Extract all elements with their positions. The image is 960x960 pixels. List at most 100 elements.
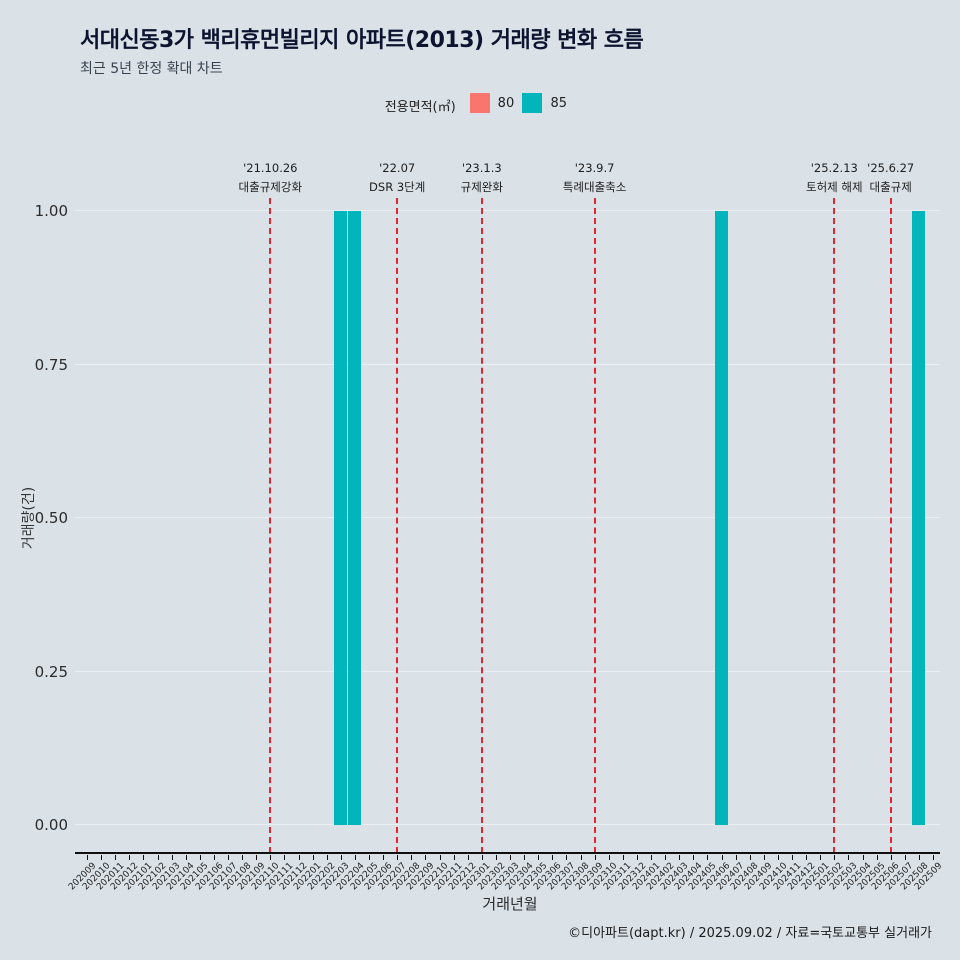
x-tick	[383, 855, 385, 860]
x-tick	[270, 855, 272, 860]
x-tick	[425, 855, 427, 860]
x-tick	[777, 855, 779, 860]
x-tick	[495, 855, 497, 860]
legend-item-label: 80	[497, 95, 515, 111]
x-tick	[369, 855, 370, 860]
legend-items: 80 85	[469, 93, 576, 117]
x-tick	[87, 855, 88, 860]
event-date: '21.10.26	[243, 161, 298, 175]
credit-text: ©디아파트(dapt.kr) / 2025.09.02 / 자료=국토교통부 실…	[568, 926, 932, 941]
event-date: '23.1.3	[461, 161, 502, 175]
event-line-202506	[889, 198, 892, 853]
legend-swatch-85	[522, 93, 543, 113]
plot-area	[75, 210, 940, 825]
x-tick	[256, 855, 258, 860]
x-tick	[538, 855, 540, 860]
x-tick	[890, 855, 892, 860]
x-tick	[242, 855, 244, 860]
event-label: DSR 3단계	[369, 180, 426, 194]
x-tick	[566, 855, 568, 860]
x-tick	[862, 855, 864, 860]
chart-title: 서대신동3가 백리휴먼빌리지 아파트(2013) 거래량 변화 흐름	[80, 28, 644, 53]
x-tick	[199, 855, 201, 860]
x-tick	[594, 855, 596, 860]
x-tick	[481, 855, 483, 860]
bar-85-202406	[715, 211, 728, 825]
x-tick	[834, 855, 836, 860]
x-tick	[340, 855, 342, 860]
event-line-202207	[396, 198, 399, 853]
event-label: 규제완화	[460, 180, 503, 194]
y-tick-label: 1.00	[34, 202, 68, 220]
x-tick	[848, 855, 850, 860]
x-tick	[411, 855, 413, 860]
event-date: '23.9.7	[574, 161, 615, 175]
x-tick	[721, 855, 723, 860]
x-tick	[665, 855, 667, 860]
event-label: 대출규제	[869, 180, 912, 194]
x-tick	[622, 855, 624, 860]
event-label: 대출규제강화	[238, 180, 303, 194]
x-tick	[115, 855, 117, 860]
x-tick	[636, 855, 638, 860]
x-tick	[693, 855, 695, 860]
x-tick	[143, 855, 145, 860]
x-tick	[580, 855, 582, 860]
x-tick	[326, 855, 328, 860]
event-date: '25.6.27	[867, 161, 915, 175]
event-date: '22.07	[379, 161, 416, 175]
x-tick	[298, 855, 300, 860]
gridline	[75, 517, 940, 518]
x-tick	[792, 855, 793, 860]
event-line-202502	[833, 198, 836, 853]
event-line-202110	[269, 198, 272, 853]
x-tick	[213, 855, 215, 860]
x-tick	[679, 855, 681, 860]
y-tick-label: 0.75	[34, 355, 68, 374]
x-axis-line	[75, 852, 940, 854]
bar-85-202508	[912, 211, 926, 825]
legend: 전용면적(㎡) 80 85	[0, 93, 960, 117]
x-tick	[876, 855, 878, 860]
x-tick	[806, 855, 808, 860]
x-tick	[312, 855, 314, 860]
event-line-202301	[480, 198, 483, 853]
x-tick	[749, 855, 751, 860]
x-tick	[157, 855, 159, 860]
event-label: 특례대출축소	[562, 180, 627, 194]
x-tick	[284, 855, 286, 860]
x-tick	[820, 855, 822, 860]
bar-85-202204	[348, 211, 362, 825]
event-line-202309	[593, 198, 596, 853]
x-tick	[397, 855, 399, 860]
x-tick	[453, 855, 455, 860]
x-tick	[707, 855, 709, 860]
x-tick	[763, 855, 765, 860]
x-tick	[918, 855, 920, 860]
x-tick	[933, 855, 934, 860]
gridline	[75, 363, 940, 365]
x-tick	[552, 855, 554, 860]
gridline	[75, 210, 940, 211]
x-tick	[467, 855, 469, 860]
chart-subtitle: 최근 5년 한정 확대 차트	[80, 61, 223, 77]
x-tick	[510, 855, 511, 860]
legend-item-85: 85	[522, 93, 567, 113]
x-axis-title: 거래년월	[482, 895, 538, 913]
event-label: 토허제 해제	[806, 180, 863, 194]
x-tick	[185, 855, 187, 860]
gridline	[75, 670, 940, 672]
x-tick	[904, 855, 906, 860]
y-tick-label: 0.50	[34, 509, 68, 527]
y-tick-label: 0.00	[34, 816, 68, 834]
x-tick	[129, 855, 131, 860]
x-tick	[439, 855, 441, 860]
x-tick	[101, 855, 103, 860]
x-tick	[524, 855, 526, 860]
x-tick	[608, 855, 610, 860]
legend-title: 전용면적(㎡)	[384, 99, 456, 115]
x-tick	[735, 855, 737, 860]
x-tick	[651, 855, 652, 860]
legend-item-label: 85	[550, 95, 568, 111]
